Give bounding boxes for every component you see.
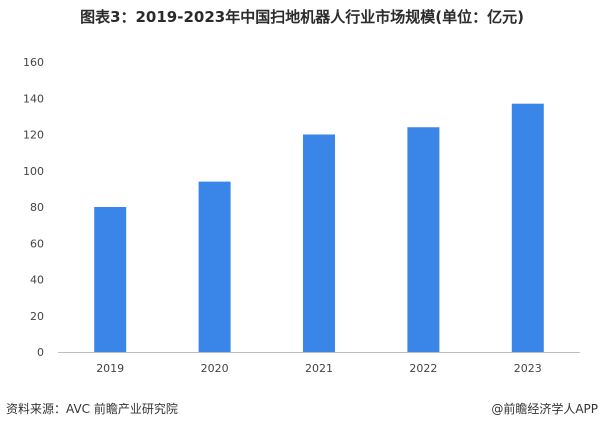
- bars: [94, 103, 544, 352]
- y-tick-label: 140: [23, 92, 44, 105]
- bar-2020: [198, 181, 231, 352]
- y-tick-label: 40: [30, 274, 44, 287]
- x-tick-label: 2023: [514, 362, 542, 375]
- y-axis-ticks: 0 20 40 60 80 100 120 140 160: [23, 56, 44, 359]
- x-axis-ticks: 2019 2020 2021 2022 2023: [96, 362, 542, 375]
- x-tick-label: 2020: [201, 362, 229, 375]
- y-tick-label: 60: [30, 237, 44, 250]
- bar-2021: [303, 134, 335, 352]
- x-tick-label: 2019: [96, 362, 124, 375]
- x-tick-label: 2022: [409, 362, 437, 375]
- y-tick-label: 120: [23, 129, 44, 142]
- y-tick-label: 80: [30, 201, 44, 214]
- bar-2023: [511, 103, 544, 352]
- y-tick-label: 0: [37, 346, 44, 359]
- x-tick-label: 2021: [305, 362, 333, 375]
- y-tick-label: 160: [23, 56, 44, 69]
- chart-title: 图表3：2019-2023年中国扫地机器人行业市场规模(单位：亿元): [80, 8, 524, 26]
- brand-note: @前瞻经济学人APP: [491, 402, 598, 416]
- bar-2022: [407, 127, 440, 352]
- y-tick-label: 100: [23, 165, 44, 178]
- source-note: 资料来源：AVC 前瞻产业研究院: [6, 402, 178, 416]
- y-tick-label: 20: [30, 310, 44, 323]
- bar-2019: [94, 207, 127, 352]
